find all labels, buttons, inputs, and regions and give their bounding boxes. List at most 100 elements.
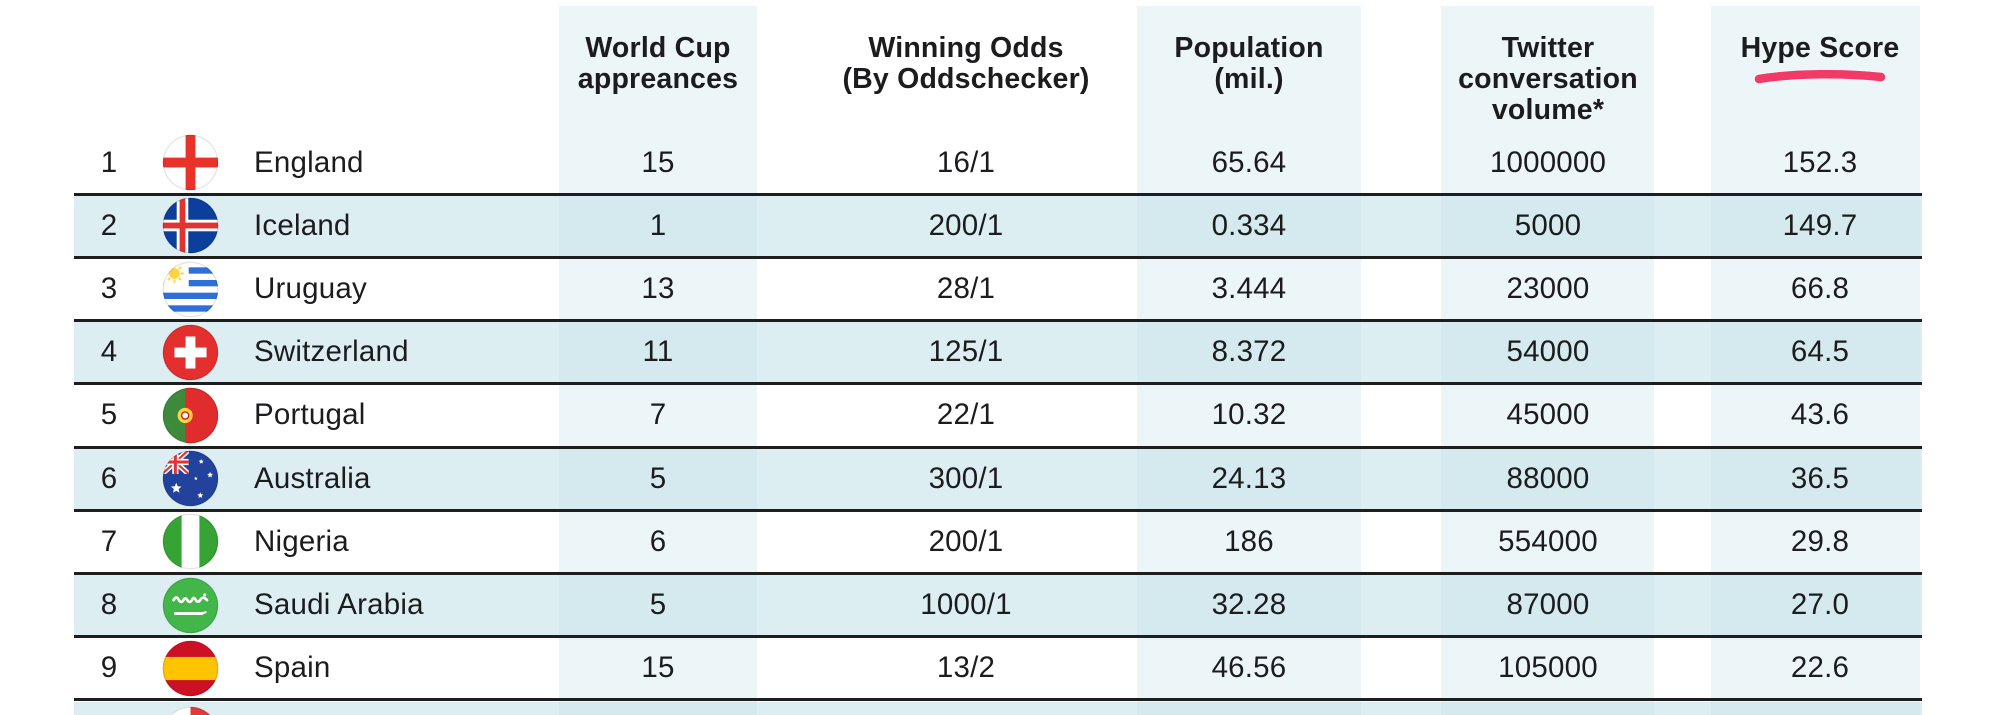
hype-value: 152.3 xyxy=(1782,145,1858,179)
column-header-line: Population xyxy=(1174,32,1324,64)
hype-value: 36.5 xyxy=(1790,461,1850,495)
twitter-value: 87000 xyxy=(1506,588,1590,621)
row-divider xyxy=(74,382,1922,386)
population-value: 186 xyxy=(1224,524,1274,558)
population-value: 24.13 xyxy=(1211,461,1287,495)
row-divider xyxy=(74,508,1922,512)
column-header-hype: Hype Score xyxy=(1650,33,1990,64)
odds-value: 28/1 xyxy=(936,272,996,305)
population-value: 0.334 xyxy=(1211,208,1287,242)
appearances-value: 13 xyxy=(641,272,675,305)
appearances-value: 11 xyxy=(642,335,674,369)
hype-value: 64.5 xyxy=(1790,335,1850,369)
appearances-value: 6 xyxy=(649,524,667,558)
rank-cell: 1 xyxy=(100,145,118,179)
row-divider xyxy=(74,698,1922,702)
rank-cell: 9 xyxy=(100,651,118,685)
row-divider xyxy=(74,255,1922,259)
odds-value: 200/1 xyxy=(928,208,1004,242)
country-name: Iceland xyxy=(254,208,351,242)
population-value: 46.56 xyxy=(1211,651,1287,685)
rank-cell: 7 xyxy=(100,524,118,558)
appearances-value: 5 xyxy=(649,588,667,621)
odds-value: 300/1 xyxy=(928,461,1004,495)
column-header-appearances: World Cup appreances xyxy=(488,33,828,95)
country-name: Spain xyxy=(254,651,331,685)
column-header-line: appreances xyxy=(577,63,739,95)
row-divider xyxy=(74,571,1922,575)
population-value: 3.444 xyxy=(1211,272,1287,305)
odds-value: 13/2 xyxy=(936,651,996,685)
portugal-flag-icon xyxy=(162,387,219,444)
rank-cell: 3 xyxy=(100,272,118,305)
twitter-value: 88000 xyxy=(1506,461,1590,495)
panama-flag-icon xyxy=(162,706,219,715)
country-name: Nigeria xyxy=(254,524,349,558)
rank-cell: 5 xyxy=(100,398,118,432)
column-header-line: Hype Score xyxy=(1740,32,1900,64)
hype-score-underline xyxy=(1754,68,1886,91)
odds-value: 22/1 xyxy=(936,398,996,432)
country-name: Uruguay xyxy=(254,272,367,305)
england-flag-icon xyxy=(162,134,219,191)
uruguay-flag-icon xyxy=(162,261,219,318)
hype-value: 29.8 xyxy=(1790,524,1850,558)
column-header-odds: Winning Odds (By Oddschecker) xyxy=(796,33,1136,95)
iceland-flag-icon xyxy=(162,197,219,254)
row-divider xyxy=(74,635,1922,639)
hype-value: 27.0 xyxy=(1790,588,1850,621)
column-header-twitter: Twitter conversation volume* xyxy=(1378,33,1718,126)
column-header-line: Twitter xyxy=(1501,32,1595,64)
appearances-value: 15 xyxy=(641,651,675,685)
row-stripe xyxy=(74,320,1922,384)
twitter-value: 5000 xyxy=(1514,208,1582,242)
twitter-value: 45000 xyxy=(1506,398,1590,432)
column-header-line: (mil.) xyxy=(1214,63,1284,95)
twitter-value: 54000 xyxy=(1506,335,1590,369)
twitter-value: 105000 xyxy=(1498,651,1598,685)
row-divider xyxy=(74,319,1922,323)
row-stripe xyxy=(74,447,1922,511)
country-name: Switzerland xyxy=(254,335,409,369)
column-header-population: Population (mil.) xyxy=(1079,33,1419,95)
appearances-value: 5 xyxy=(649,461,667,495)
nigeria-flag-icon xyxy=(162,513,219,570)
population-value: 32.28 xyxy=(1211,588,1287,621)
column-header-line: Winning Odds xyxy=(868,32,1064,64)
rank-cell: 8 xyxy=(100,588,118,621)
switzerland-flag-icon xyxy=(162,324,219,381)
population-value: 8.372 xyxy=(1211,335,1287,369)
appearances-value: 15 xyxy=(641,145,675,179)
appearances-value: 1 xyxy=(649,208,667,242)
odds-value: 1000/1 xyxy=(920,588,1012,621)
column-header-line: conversation xyxy=(1458,63,1638,95)
column-header-line: volume* xyxy=(1491,94,1605,126)
hype-value: 66.8 xyxy=(1790,272,1850,305)
row-stripe xyxy=(74,573,1922,637)
hype-value: 22.6 xyxy=(1790,651,1850,685)
row-divider xyxy=(74,192,1922,196)
hype-value: 149.7 xyxy=(1782,208,1858,242)
australia-flag-icon xyxy=(162,450,219,507)
twitter-value: 23000 xyxy=(1506,272,1590,305)
appearances-value: 7 xyxy=(649,398,667,432)
odds-value: 16/1 xyxy=(936,145,996,179)
hype-value: 43.6 xyxy=(1790,398,1850,432)
column-header-line: World Cup xyxy=(585,32,731,64)
odds-value: 125/1 xyxy=(928,335,1004,369)
twitter-value: 554000 xyxy=(1498,524,1598,558)
rank-cell: 6 xyxy=(100,461,118,495)
rank-cell: 4 xyxy=(100,335,118,369)
row-divider xyxy=(74,445,1922,449)
twitter-value: 1000000 xyxy=(1489,145,1607,179)
country-name: England xyxy=(254,145,364,179)
spain-flag-icon xyxy=(162,640,219,697)
row-stripe xyxy=(74,701,1922,715)
country-name: Australia xyxy=(254,461,371,495)
population-value: 10.32 xyxy=(1211,398,1287,432)
odds-value: 200/1 xyxy=(928,524,1004,558)
population-value: 65.64 xyxy=(1211,145,1287,179)
country-name: Saudi Arabia xyxy=(254,588,424,621)
column-header-line: (By Oddschecker) xyxy=(842,63,1090,95)
